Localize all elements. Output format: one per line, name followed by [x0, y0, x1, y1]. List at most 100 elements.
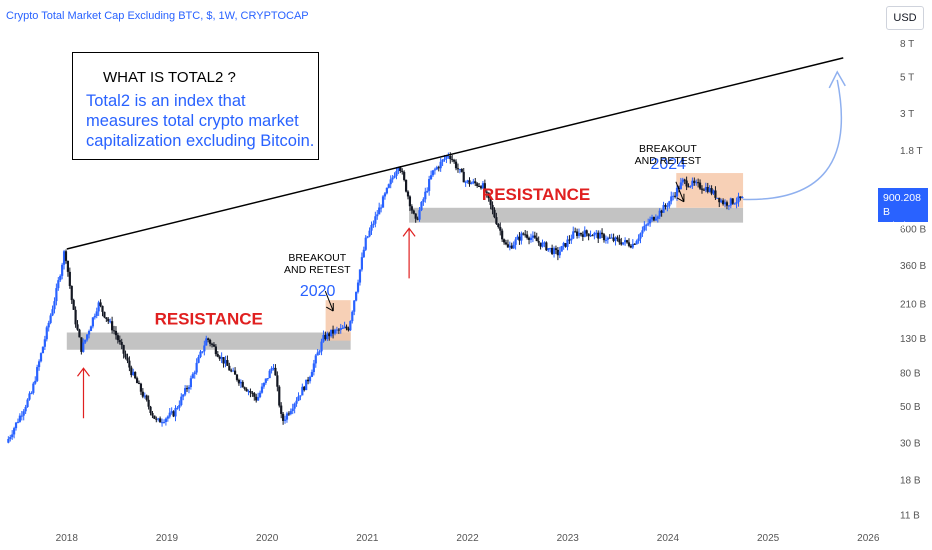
- candle-body: [372, 223, 375, 226]
- candle-body: [468, 180, 471, 185]
- candle-body: [723, 202, 727, 205]
- candle-body: [581, 234, 584, 237]
- candle-body: [378, 207, 381, 215]
- candle-body: [153, 415, 156, 419]
- candle-body: [120, 341, 123, 346]
- candle-body: [416, 218, 419, 220]
- candle-body: [122, 345, 125, 354]
- candle-body: [545, 242, 548, 251]
- candle-body: [266, 378, 269, 380]
- currency-button[interactable]: USD: [886, 6, 924, 30]
- candle-body: [401, 170, 404, 173]
- candle-body: [355, 291, 358, 301]
- candle-body: [543, 242, 546, 244]
- candle-body: [189, 378, 192, 388]
- candle-body: [472, 181, 475, 184]
- candle-body: [26, 399, 29, 407]
- candle-body: [424, 191, 427, 200]
- candle-body: [697, 182, 700, 184]
- info-box-heading: WHAT IS TOTAL2 ?: [103, 69, 236, 86]
- candle-body: [74, 309, 77, 325]
- candle-body: [103, 311, 106, 318]
- candle-body: [205, 338, 208, 346]
- candle-body: [445, 156, 448, 159]
- candle-body: [178, 404, 181, 408]
- x-tick-label: 2019: [156, 533, 179, 544]
- candle-body: [37, 361, 41, 368]
- candle-body: [489, 198, 492, 205]
- candle-body: [341, 327, 344, 329]
- candle-body: [318, 351, 321, 353]
- candle-body: [324, 334, 327, 340]
- candle-body: [656, 216, 659, 219]
- candle-body: [437, 167, 440, 169]
- candle-body: [587, 233, 590, 237]
- candle-body: [289, 411, 292, 415]
- candle-body: [383, 193, 387, 197]
- candle-body: [226, 360, 229, 366]
- candle-body: [268, 370, 271, 379]
- candle-body: [337, 329, 340, 331]
- candle-body: [447, 156, 450, 158]
- candle-body: [647, 223, 650, 225]
- candle-body: [397, 167, 400, 172]
- candle-body: [610, 237, 613, 239]
- candle-body: [612, 237, 615, 241]
- candle-body: [679, 182, 682, 190]
- candle-body: [722, 200, 725, 205]
- candle-body: [675, 187, 679, 197]
- y-tick-label: 11 B: [900, 511, 920, 522]
- candle-body: [441, 159, 444, 162]
- candle-body: [107, 318, 110, 322]
- candle-body: [126, 357, 129, 361]
- info-box: WHAT IS TOTAL2 ? Total2 is an index that…: [72, 52, 319, 160]
- candle-body: [579, 232, 583, 235]
- candle-body: [210, 343, 214, 345]
- x-tick-label: 2023: [557, 533, 580, 544]
- candle-body: [506, 244, 510, 248]
- chart-title: Crypto Total Market Cap Excluding BTC, $…: [6, 10, 309, 22]
- candle-body: [20, 415, 23, 417]
- candle-body: [39, 353, 43, 362]
- candle-body: [533, 235, 536, 238]
- candle-body: [464, 182, 467, 184]
- candle-body: [91, 317, 94, 327]
- candle-body: [476, 183, 479, 186]
- candle-body: [66, 260, 70, 272]
- candle-body: [160, 422, 164, 424]
- last-price-value: 900.208 B: [883, 192, 921, 218]
- y-tick-label: 30 B: [900, 439, 921, 450]
- candle-body: [729, 198, 732, 206]
- candle-body: [583, 230, 586, 237]
- candle-body: [403, 172, 406, 180]
- candle-body: [233, 370, 237, 375]
- candle-body: [184, 388, 187, 395]
- candle-body: [132, 372, 135, 376]
- candle-body: [333, 329, 337, 334]
- candle-body: [49, 315, 52, 323]
- candle-body: [212, 344, 216, 347]
- candle-body: [199, 351, 202, 357]
- breakout-annotation: BREAKOUT: [639, 143, 697, 155]
- candle-body: [339, 328, 342, 331]
- candle-body: [727, 205, 730, 207]
- candle-body: [691, 180, 694, 186]
- candle-body: [162, 421, 166, 423]
- candle-body: [698, 182, 702, 189]
- x-tick-label: 2026: [857, 533, 880, 544]
- candle-body: [439, 161, 442, 169]
- x-tick-label: 2025: [757, 533, 780, 544]
- candle-body: [116, 335, 119, 341]
- candle-body: [299, 395, 302, 397]
- candle-body: [410, 206, 413, 211]
- year-label: 2020: [300, 283, 336, 300]
- candle-body: [86, 334, 89, 340]
- candle-body: [260, 386, 264, 393]
- candle-body: [660, 210, 663, 213]
- candle-body: [681, 179, 684, 183]
- candle-body: [556, 249, 559, 256]
- candles-layer: [7, 152, 744, 444]
- x-tick-label: 2024: [657, 533, 680, 544]
- candle-body: [389, 179, 392, 185]
